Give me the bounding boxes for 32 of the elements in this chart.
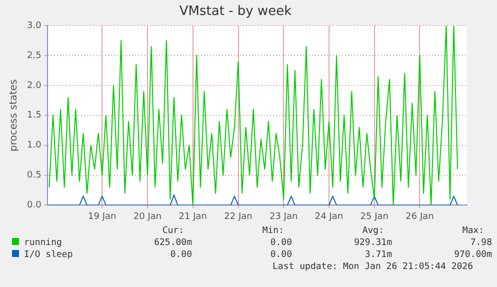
text: 7.98 — [469, 237, 492, 249]
text: 0.00 — [269, 249, 292, 261]
text: 0.00 — [269, 237, 292, 249]
x-tick-label: 24 Jan — [314, 212, 344, 222]
text: 0.00 — [169, 249, 192, 261]
y-tick-label: 2.5 — [26, 50, 42, 61]
text: Avg: — [361, 225, 384, 237]
y-tick-label: 0.0 — [26, 200, 42, 211]
text: Cur: — [161, 225, 184, 237]
y-tick-label: 3.0 — [26, 20, 42, 31]
text: 3.71m — [364, 249, 392, 261]
x-tick-label: 21 Jan — [178, 212, 207, 222]
text: Max: — [461, 225, 484, 237]
x-tick-label: 23 Jan — [270, 212, 298, 222]
y-tick-label: 0.5 — [26, 170, 42, 181]
legend-label: I/O sleep — [24, 249, 74, 261]
text: 970.00m — [453, 249, 492, 261]
x-tick-label: 22 Jan — [224, 212, 252, 222]
y-tick-label: 1.5 — [26, 110, 42, 121]
text: 929.31m — [353, 237, 392, 249]
text: Last update: Mon Jan 26 21:05:44 2026 — [272, 261, 474, 273]
text: 625.00m — [153, 237, 192, 249]
x-tick-label: 20 Jan — [133, 212, 162, 222]
chart-title: VMstat - by week — [179, 4, 292, 20]
x-tick-label: 26 Jan — [406, 212, 434, 222]
legend-label: running — [24, 237, 63, 249]
y-tick-label: 2.0 — [26, 80, 42, 91]
y-tick-label: 1.0 — [26, 140, 42, 151]
x-tick-label: 25 Jan — [360, 212, 388, 222]
x-tick-label: 19 Jan — [88, 212, 116, 222]
text: Min: — [261, 225, 284, 237]
y-axis-title: process states — [8, 79, 20, 152]
